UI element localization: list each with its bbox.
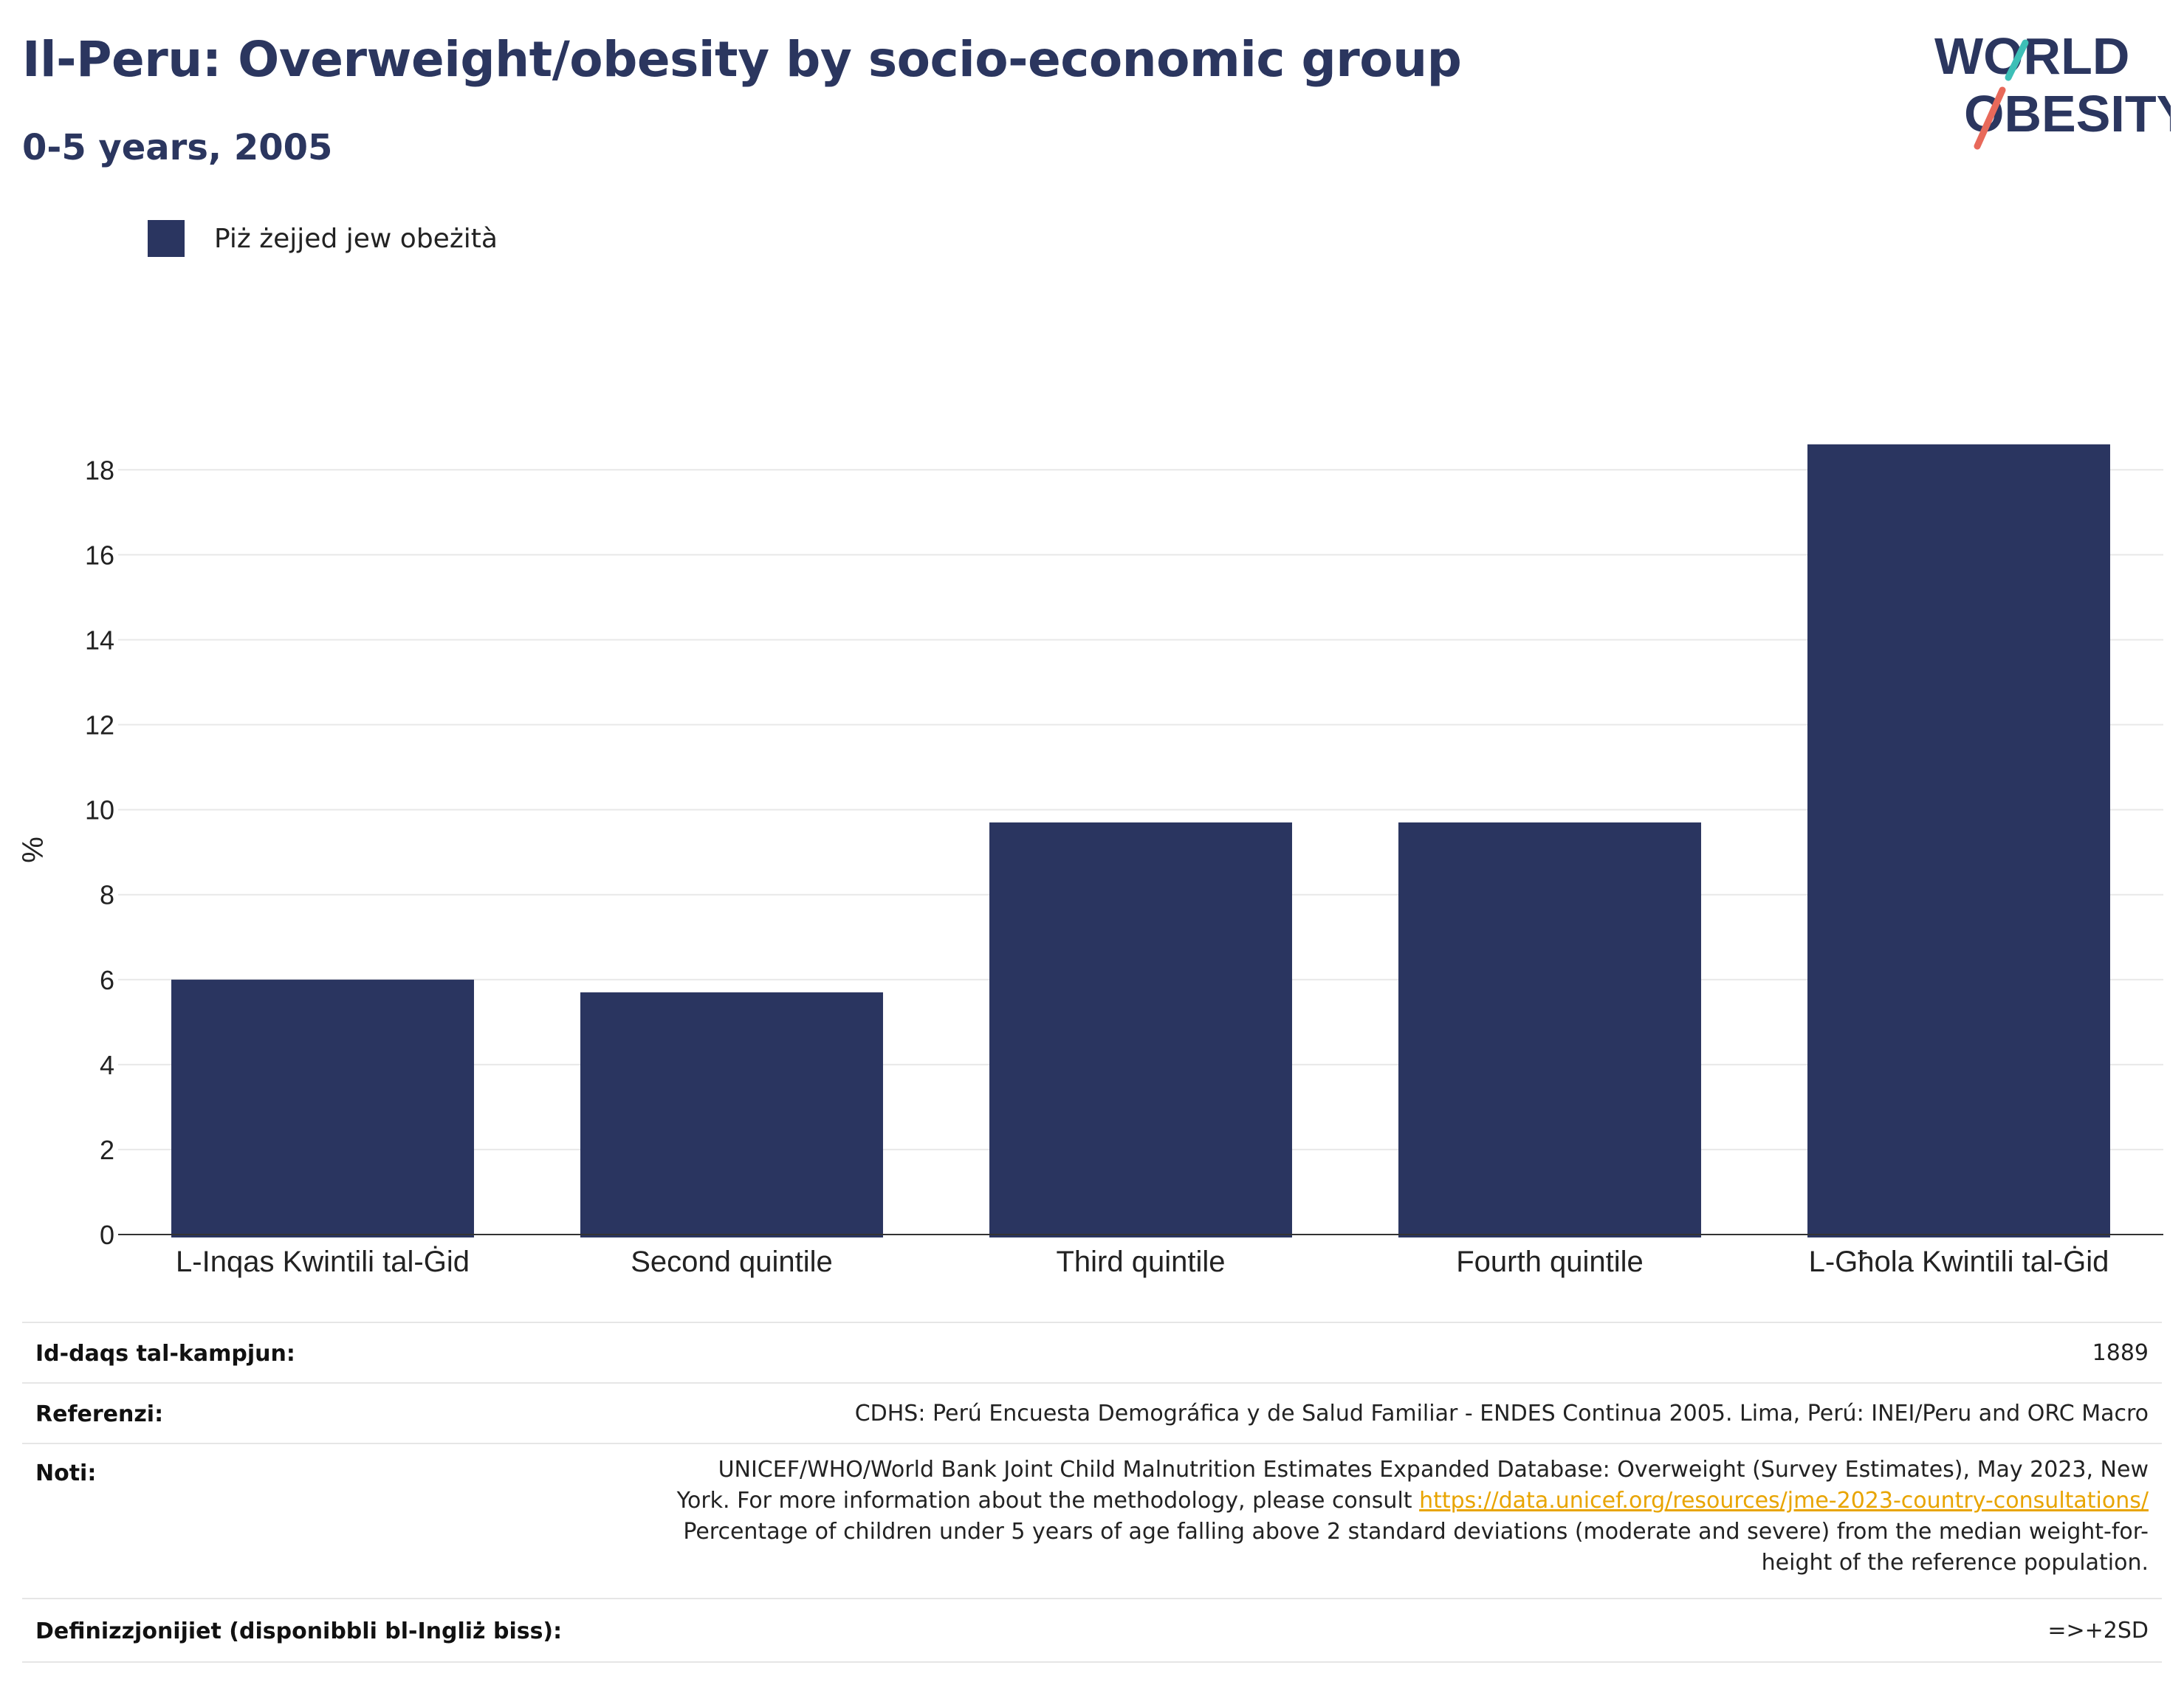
world-obesity-logo: WORLD OBESITY <box>1934 27 2171 150</box>
x-tick-label: Second quintile <box>631 1246 833 1278</box>
definitions-label: Definizzjonijiet (disponibbli bl-Ingliż … <box>35 1618 563 1644</box>
notes-label: Noti: <box>35 1460 97 1486</box>
references-label: Referenzi: <box>35 1401 164 1427</box>
info-row-notes: Noti: UNICEF/WHO/World Bank Joint Child … <box>22 1443 2162 1599</box>
y-tick-label: 8 <box>100 880 114 910</box>
sample-size-value: 1889 <box>2092 1340 2149 1366</box>
info-row-references: Referenzi: CDHS: Perú Encuesta Demográfi… <box>22 1382 2162 1444</box>
definitions-value: =>+2SD <box>2047 1618 2149 1644</box>
info-row-definitions: Definizzjonijiet (disponibbli bl-Ingliż … <box>22 1598 2162 1663</box>
notes-line2-prefix: York. For more information about the met… <box>676 1488 1420 1514</box>
bars <box>171 444 2110 1237</box>
info-row-sample-size: Id-daqs tal-kampjun: 1889 <box>22 1322 2162 1384</box>
references-value: CDHS: Perú Encuesta Demográfica y de Sal… <box>854 1401 2149 1427</box>
chart-legend: Piż żejjed jew obeżità <box>148 220 498 257</box>
notes-line3: Percentage of children under 5 years of … <box>683 1519 2149 1545</box>
y-tick-label: 2 <box>100 1135 114 1165</box>
info-table: Id-daqs tal-kampjun: 1889 Referenzi: CDH… <box>22 1322 2162 1669</box>
y-axis-ticks: 0 2 4 6 8 10 12 14 16 18 <box>85 455 114 1250</box>
y-tick-label: 10 <box>85 795 114 825</box>
y-tick-label: 6 <box>100 965 114 995</box>
x-axis-ticks: L-Inqas Kwintili tal-Ġid Second quintile T… <box>176 1245 2109 1278</box>
y-tick-label: 14 <box>85 625 114 655</box>
logo-line1: WORLD <box>1934 27 2129 85</box>
page-title: Il-Peru: Overweight/obesity by socio-eco… <box>22 31 1462 88</box>
y-tick-label: 16 <box>85 540 114 570</box>
y-tick-label: 4 <box>100 1050 114 1080</box>
x-tick-label: Fourth quintile <box>1456 1246 1643 1278</box>
legend-label: Piż żejjed jew obeżità <box>214 223 498 254</box>
notes-line2: York. For more information about the met… <box>377 1486 2149 1517</box>
notes-line1: UNICEF/WHO/World Bank Joint Child Malnut… <box>718 1457 2149 1483</box>
y-tick-label: 12 <box>85 710 114 741</box>
page-subtitle: 0-5 years, 2005 <box>22 127 333 168</box>
logo-slash-bottom <box>1974 86 2006 150</box>
notes-line4: height of the reference population. <box>1761 1550 2149 1576</box>
y-tick-label: 0 <box>100 1220 114 1250</box>
bar-chart: 0 2 4 6 8 10 12 14 16 18 L-Inqas Kwintili tal-Ġid… <box>17 444 2163 1278</box>
logo-slash-top <box>2005 39 2029 81</box>
bar <box>580 992 883 1237</box>
legend-swatch <box>148 220 185 257</box>
x-tick-label: Third quintile <box>1056 1246 1225 1278</box>
notes-link[interactable]: https://data.unicef.org/resources/jme-20… <box>1419 1488 2149 1514</box>
bar <box>1398 822 1701 1237</box>
x-tick-label: L-Għola Kwintili tal-Ġid <box>1809 1245 2109 1278</box>
bar <box>1807 444 2110 1237</box>
notes-value: UNICEF/WHO/World Bank Joint Child Malnut… <box>377 1455 2149 1579</box>
bar <box>989 822 1292 1237</box>
sample-size-label: Id-daqs tal-kampjun: <box>35 1341 295 1367</box>
y-tick-label: 18 <box>85 455 114 485</box>
y-axis-label: % <box>17 837 49 863</box>
x-tick-label: L-Inqas Kwintili tal-Ġid <box>176 1245 470 1278</box>
bar <box>171 979 474 1237</box>
